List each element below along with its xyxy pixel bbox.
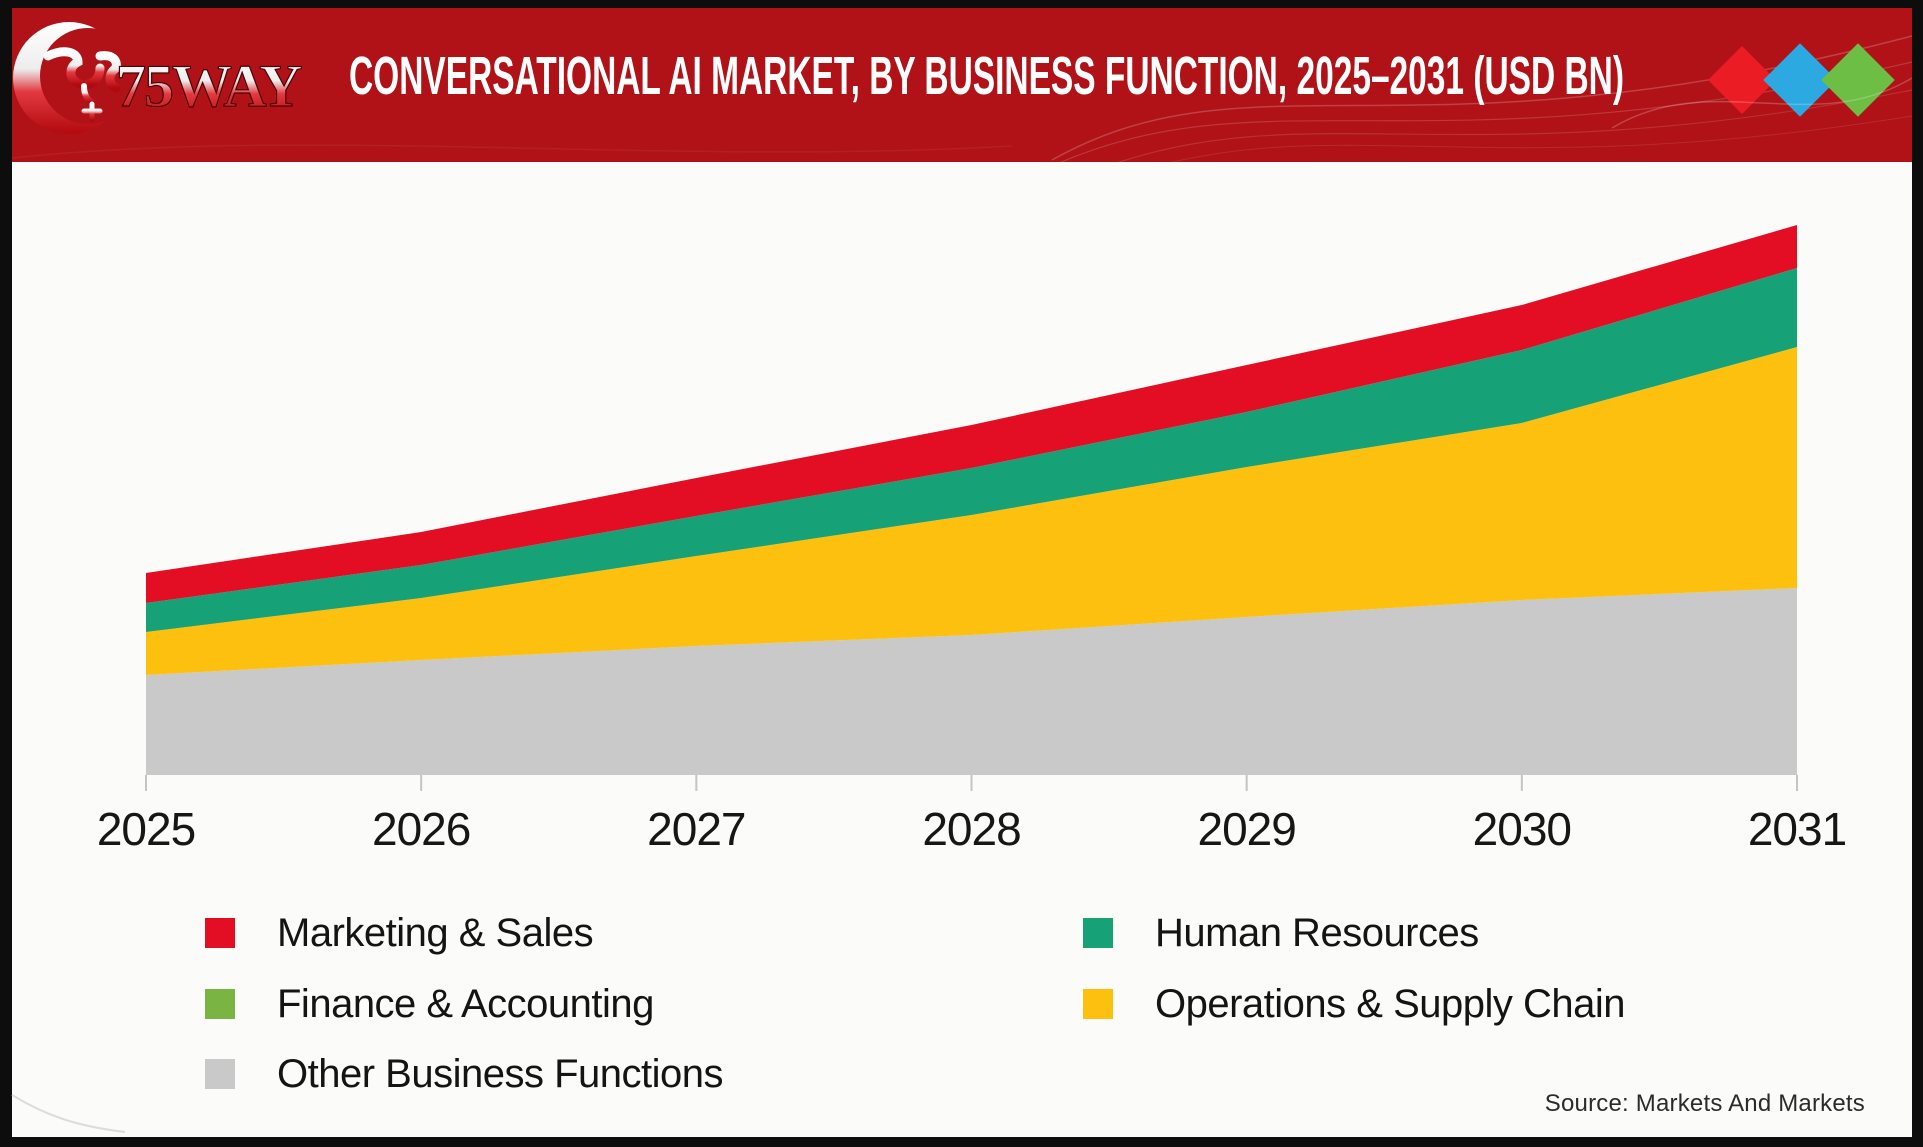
legend-label: Human Resources [1155,910,1479,955]
legend-label: Finance & Accounting [277,981,654,1026]
area-series-other-business-functions [146,588,1797,775]
decorative-diamonds [1611,43,1912,129]
legend-swatch-human-resources-icon [1083,918,1113,948]
diamond-green-icon [1821,43,1895,117]
x-tick-label: 2026 [371,803,471,855]
area-series-human-resources [146,268,1797,632]
legend-swatch-finance-accounting-icon [205,989,235,1019]
x-tick-label: 2031 [1747,803,1847,855]
legend-item-operations-supply-chain: Operations & Supply Chain [1083,980,1626,1028]
x-tick-label: 2028 [922,803,1021,855]
banner-title: CONVERSATIONAL AI MARKET, BY BUSINESS FU… [349,46,1624,106]
brand-logo-text: 75WAY [116,53,302,119]
source-attribution: Source: Markets And Markets [1544,1090,1865,1117]
legend-swatch-operations-supply-chain-icon [1083,989,1113,1019]
legend-item-human-resources: Human Resources [1083,909,1479,957]
area-series-finance-accounting [146,268,1797,603]
legend-swatch-marketing-sales-icon [205,918,235,948]
decorative-corner-arc [11,1094,126,1133]
header-banner: 75WAY CONVERSATIONAL AI MARKET, BY BUSIN… [12,8,1912,162]
area-series-marketing-sales [146,225,1797,603]
area-series-operations-supply-chain [146,347,1797,675]
x-tick-label: 2027 [647,803,746,855]
header-graphics: 75WAY CONVERSATIONAL AI MARKET, BY BUSIN… [12,22,1912,162]
legend-label: Operations & Supply Chain [1155,981,1626,1026]
legend-label: Other Business Functions [277,1051,724,1096]
x-tick-label: 2029 [1197,803,1296,855]
legend-item-other-business-functions: Other Business Functions [205,1050,724,1098]
legend-item-marketing-sales: Marketing & Sales [205,909,594,957]
brand-swan-icon [43,47,121,123]
brand-logo: 75WAY [13,22,305,134]
legend-label: Marketing & Sales [277,910,594,955]
diamond-blue-icon [1763,43,1837,117]
x-tick-label: 2025 [96,803,196,855]
x-tick-label: 2030 [1472,803,1572,855]
legend-swatch-other-business-functions-icon [205,1059,235,1089]
legend-item-finance-accounting: Finance & Accounting [205,980,654,1028]
decorative-wave-over-diamonds [1611,77,1912,129]
